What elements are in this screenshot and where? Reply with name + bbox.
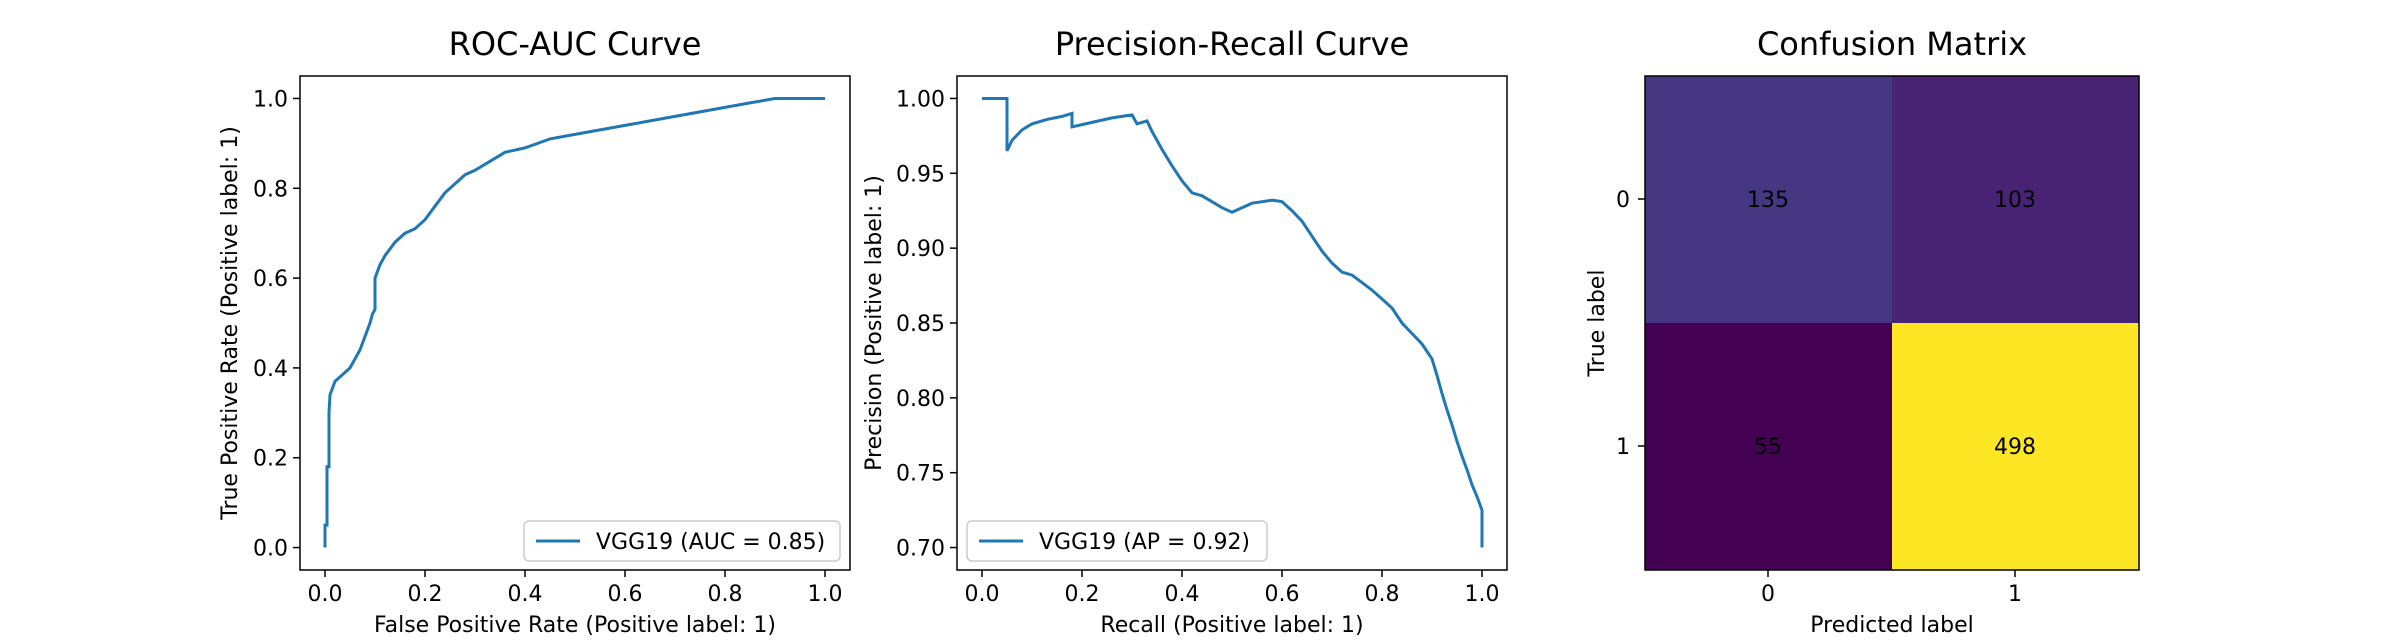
pr-y-tick-label: 1.00 xyxy=(896,87,945,112)
cm-value-tn: 135 xyxy=(1747,188,1789,213)
roc-chart-title: ROC-AUC Curve xyxy=(449,25,702,63)
pr-chart-title: Precision-Recall Curve xyxy=(1055,25,1409,63)
cm-x-tick-label: 0 xyxy=(1761,582,1775,607)
cm-y-axis-label: True label xyxy=(1585,270,1610,378)
cm-frame xyxy=(1644,75,2140,571)
pr-legend: VGG19 (AP = 0.92) xyxy=(966,520,1268,562)
cm-cell-tn xyxy=(1645,76,1892,323)
pr-x-tick-label: 1.0 xyxy=(1465,582,1500,607)
roc-y-ticks: 0.0 0.2 0.4 0.6 0.8 1.0 xyxy=(253,87,300,562)
cm-cell-fn xyxy=(1645,323,1892,570)
cm-y-tick-label: 0 xyxy=(1616,188,1630,213)
pr-x-tick-label: 0.6 xyxy=(1265,582,1300,607)
roc-y-tick-label: 1.0 xyxy=(253,87,288,112)
pr-x-tick-label: 0.4 xyxy=(1165,582,1200,607)
roc-auc-chart: ROC-AUC Curve 0.0 0.2 0.4 0.6 0.8 1.0 0.00.20… xyxy=(218,25,851,638)
pr-plot-frame xyxy=(956,75,1508,571)
roc-plot-frame xyxy=(299,75,851,571)
cm-cell-tp xyxy=(1892,323,2139,570)
roc-y-tick-label: 0.4 xyxy=(253,357,288,382)
precision-recall-chart: Precision-Recall Curve 0.0 0.2 0.4 0.6 0.8 1.… xyxy=(862,25,1508,638)
cm-y-tick-label: 1 xyxy=(1616,435,1630,460)
pr-x-tick-label: 0.8 xyxy=(1365,582,1400,607)
roc-x-tick-label: 0.4 xyxy=(508,582,543,607)
pr-legend-label: VGG19 (AP = 0.92) xyxy=(1039,530,1250,555)
pr-y-tick-label: 0.75 xyxy=(896,462,945,487)
pr-curve-line xyxy=(982,97,1484,548)
pr-y-ticks: 0.70 0.75 0.80 0.85 0.90 0.95 1.00 xyxy=(896,87,957,562)
pr-y-axis-label: Precision (Positive label: 1) xyxy=(862,175,887,471)
cm-cell-fp xyxy=(1892,76,2139,323)
pr-legend-box xyxy=(966,520,1268,562)
pr-x-tick-label: 0.0 xyxy=(965,582,1000,607)
roc-y-tick-label: 0.0 xyxy=(253,537,288,562)
roc-x-tick-label: 1.0 xyxy=(808,582,843,607)
roc-y-tick-label: 0.8 xyxy=(253,177,288,202)
roc-y-tick-label: 0.2 xyxy=(253,447,288,472)
confusion-matrix-chart: Confusion Matrix 135 103 55 498 0 1 0 1 … xyxy=(1585,25,2140,638)
roc-x-tick-label: 0.2 xyxy=(408,582,443,607)
roc-x-ticks: 0.0 0.2 0.4 0.6 0.8 1.0 xyxy=(308,570,843,607)
pr-y-tick-label: 0.90 xyxy=(896,237,945,262)
roc-legend-box xyxy=(523,520,841,562)
roc-legend: VGG19 (AUC = 0.85) xyxy=(523,520,841,562)
cm-x-tick-label: 1 xyxy=(2008,582,2022,607)
pr-x-axis-label: Recall (Positive label: 1) xyxy=(1100,613,1363,638)
pr-y-tick-label: 0.95 xyxy=(896,162,945,187)
pr-x-ticks: 0.0 0.2 0.4 0.6 0.8 1.0 xyxy=(965,570,1500,607)
roc-x-axis-label: False Positive Rate (Positive label: 1) xyxy=(374,613,776,638)
roc-legend-label: VGG19 (AUC = 0.85) xyxy=(596,530,825,555)
roc-x-tick-label: 0.6 xyxy=(608,582,643,607)
pr-y-tick-label: 0.70 xyxy=(896,537,945,562)
pr-y-tick-label: 0.85 xyxy=(896,312,945,337)
pr-y-tick-label: 0.80 xyxy=(896,387,945,412)
roc-y-tick-label: 0.6 xyxy=(253,267,288,292)
cm-value-fp: 103 xyxy=(1994,188,2036,213)
cm-value-tp: 498 xyxy=(1994,435,2036,460)
roc-curve-line xyxy=(323,97,825,548)
cm-chart-title: Confusion Matrix xyxy=(1757,25,2027,63)
cm-value-fn: 55 xyxy=(1754,435,1782,460)
roc-x-tick-label: 0.0 xyxy=(308,582,343,607)
roc-y-axis-label: True Positive Rate (Positive label: 1) xyxy=(218,126,243,521)
roc-x-tick-label: 0.8 xyxy=(708,582,743,607)
pr-x-tick-label: 0.2 xyxy=(1065,582,1100,607)
cm-x-axis-label: Predicted label xyxy=(1810,613,1973,638)
